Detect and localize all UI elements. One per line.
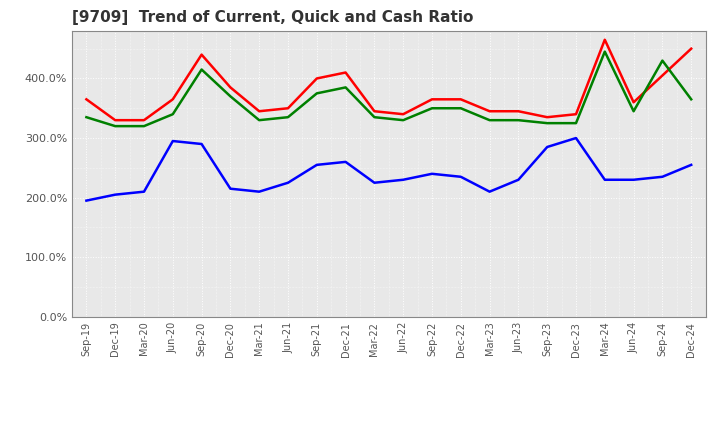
Cash Ratio	[658, 174, 667, 180]
Quick Ratio	[456, 106, 465, 111]
Current Ratio	[255, 109, 264, 114]
Current Ratio	[456, 97, 465, 102]
Cash Ratio	[600, 177, 609, 183]
Quick Ratio	[255, 117, 264, 123]
Cash Ratio	[111, 192, 120, 197]
Quick Ratio	[687, 97, 696, 102]
Quick Ratio	[341, 85, 350, 90]
Quick Ratio	[543, 121, 552, 126]
Quick Ratio	[284, 114, 292, 120]
Cash Ratio	[572, 136, 580, 141]
Current Ratio	[226, 85, 235, 90]
Cash Ratio	[168, 139, 177, 144]
Cash Ratio	[312, 162, 321, 168]
Text: [9709]  Trend of Current, Quick and Cash Ratio: [9709] Trend of Current, Quick and Cash …	[72, 11, 473, 26]
Cash Ratio	[629, 177, 638, 183]
Quick Ratio	[600, 49, 609, 54]
Quick Ratio	[111, 124, 120, 129]
Cash Ratio	[140, 189, 148, 194]
Current Ratio	[658, 73, 667, 78]
Quick Ratio	[514, 117, 523, 123]
Current Ratio	[543, 114, 552, 120]
Cash Ratio	[255, 189, 264, 194]
Current Ratio	[82, 97, 91, 102]
Current Ratio	[485, 109, 494, 114]
Quick Ratio	[485, 117, 494, 123]
Current Ratio	[111, 117, 120, 123]
Current Ratio	[428, 97, 436, 102]
Current Ratio	[600, 37, 609, 42]
Quick Ratio	[168, 112, 177, 117]
Quick Ratio	[370, 114, 379, 120]
Current Ratio	[312, 76, 321, 81]
Current Ratio	[572, 112, 580, 117]
Quick Ratio	[572, 121, 580, 126]
Current Ratio	[629, 99, 638, 105]
Cash Ratio	[428, 171, 436, 176]
Cash Ratio	[82, 198, 91, 203]
Current Ratio	[687, 46, 696, 51]
Cash Ratio	[514, 177, 523, 183]
Quick Ratio	[312, 91, 321, 96]
Line: Current Ratio: Current Ratio	[86, 40, 691, 120]
Legend: Current Ratio, Quick Ratio, Cash Ratio: Current Ratio, Quick Ratio, Cash Ratio	[192, 436, 585, 440]
Cash Ratio	[197, 141, 206, 147]
Current Ratio	[284, 106, 292, 111]
Line: Quick Ratio: Quick Ratio	[86, 51, 691, 126]
Quick Ratio	[658, 58, 667, 63]
Cash Ratio	[226, 186, 235, 191]
Line: Cash Ratio: Cash Ratio	[86, 138, 691, 201]
Cash Ratio	[543, 144, 552, 150]
Cash Ratio	[456, 174, 465, 180]
Quick Ratio	[140, 124, 148, 129]
Current Ratio	[514, 109, 523, 114]
Cash Ratio	[370, 180, 379, 185]
Cash Ratio	[284, 180, 292, 185]
Cash Ratio	[399, 177, 408, 183]
Current Ratio	[341, 70, 350, 75]
Quick Ratio	[226, 94, 235, 99]
Quick Ratio	[399, 117, 408, 123]
Quick Ratio	[428, 106, 436, 111]
Current Ratio	[370, 109, 379, 114]
Cash Ratio	[341, 159, 350, 165]
Cash Ratio	[485, 189, 494, 194]
Quick Ratio	[82, 114, 91, 120]
Quick Ratio	[629, 109, 638, 114]
Cash Ratio	[687, 162, 696, 168]
Current Ratio	[197, 52, 206, 57]
Current Ratio	[140, 117, 148, 123]
Quick Ratio	[197, 67, 206, 72]
Current Ratio	[399, 112, 408, 117]
Current Ratio	[168, 97, 177, 102]
